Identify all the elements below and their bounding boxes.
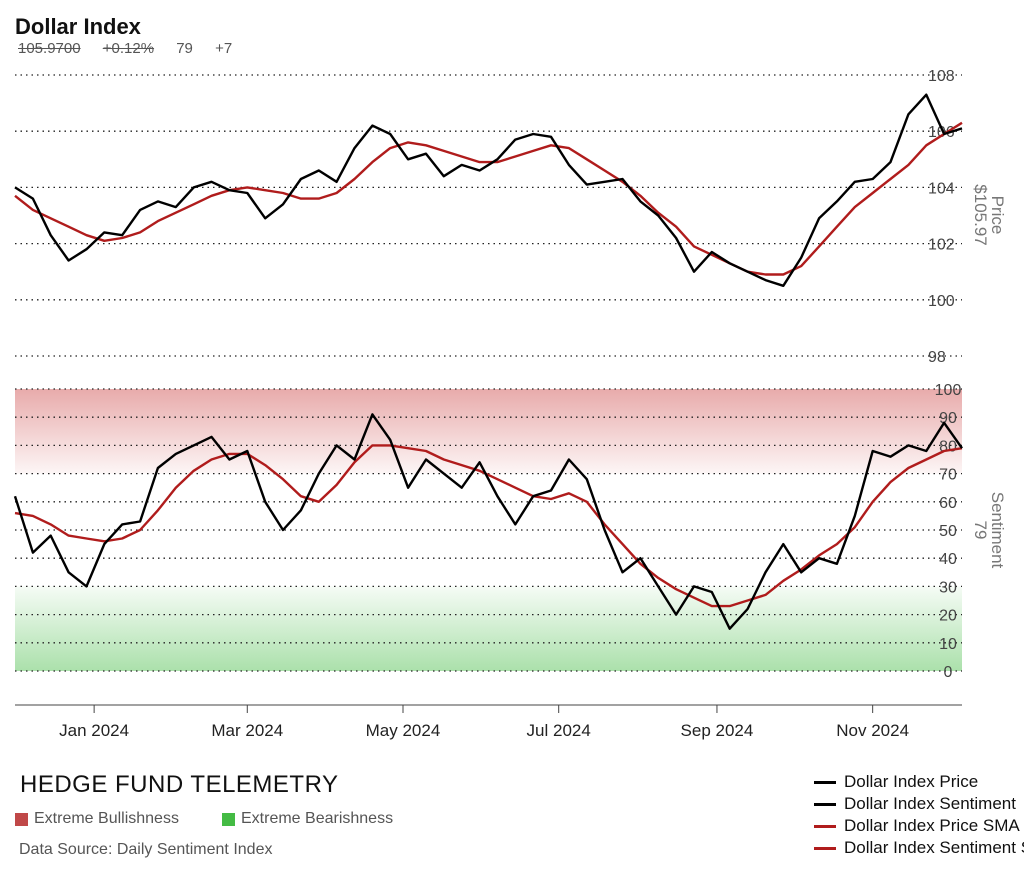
bear-swatch <box>222 812 235 826</box>
legend-line <box>814 780 836 784</box>
sentiment-tick-label: 70 <box>939 467 957 484</box>
price-axis-label: Price <box>988 196 1007 235</box>
sentiment-tick-label: 10 <box>939 636 957 653</box>
legend-label: Dollar Index Price SMA <box>844 816 1020 835</box>
legend-line <box>814 802 836 806</box>
sentiment-tick-label: 20 <box>939 608 957 625</box>
x-tick-label: Jan 2024 <box>59 721 129 740</box>
legend-line <box>814 846 836 850</box>
header-stats: 105.9700 +0.12% 79 +7 <box>18 40 250 57</box>
price-line <box>14 93 963 287</box>
sentiment-tick-label: 40 <box>939 551 957 568</box>
sentiment-line <box>13 413 963 630</box>
price-tick-label: 102 <box>928 237 955 254</box>
header-sentiment-change: +7 <box>215 40 233 57</box>
legend-line <box>814 824 836 828</box>
legend-item-sentiment-sma: Dollar Index Sentiment SMA <box>814 837 1024 859</box>
bull-zone <box>15 389 962 474</box>
legend-item-price: Dollar Index Price <box>814 771 1024 793</box>
price-tick-label: 98 <box>928 349 946 366</box>
price-tick-label: 108 <box>928 68 955 85</box>
header-sentiment: 79 <box>176 40 193 57</box>
price-tick-label: 106 <box>928 124 955 141</box>
price-sma-line <box>14 121 963 276</box>
data-source: Data Source: Daily Sentiment Index <box>19 841 273 858</box>
legend-item-price-sma: Dollar Index Price SMA <box>814 815 1024 837</box>
chart-legend: Dollar Index Price Dollar Index Sentimen… <box>814 771 1024 859</box>
sentiment-axis-label: Sentiment <box>988 492 1007 569</box>
sentiment-tick-label: 100 <box>935 382 962 399</box>
price-tick-label: 100 <box>928 293 955 310</box>
bear-label: Extreme Bearishness <box>241 810 394 827</box>
x-tick-label: May 2024 <box>366 721 441 740</box>
dollar-index-chart: 981001021041061080102030405060708090100J… <box>13 68 1007 740</box>
legend-item-sentiment: Dollar Index Sentiment <box>814 793 1024 815</box>
legend-label: Dollar Index Price <box>844 772 979 791</box>
legend-label: Dollar Index Sentiment <box>844 794 1016 813</box>
price-tick-label: 104 <box>928 180 955 197</box>
sentiment-tick-label: 50 <box>939 523 957 540</box>
sentiment-tick-label: 30 <box>939 579 957 596</box>
x-tick-label: Mar 2024 <box>211 721 283 740</box>
bear-zone <box>15 586 962 671</box>
bull-swatch <box>15 812 28 826</box>
bull-zone-key: Extreme Bullishness <box>15 810 179 828</box>
brand-name: HEDGE FUND TELEMETRY <box>20 771 339 798</box>
chart-title: Dollar Index <box>15 14 141 39</box>
header-change: +0.12% <box>102 40 155 57</box>
sentiment-sma-line <box>14 444 963 608</box>
price-last-value: $105.97 <box>971 184 990 245</box>
x-tick-label: Jul 2024 <box>527 721 591 740</box>
sentiment-tick-label: 0 <box>944 664 953 681</box>
bear-zone-key: Extreme Bearishness <box>222 810 393 828</box>
x-tick-label: Nov 2024 <box>836 721 909 740</box>
sentiment-last-value: 79 <box>971 521 990 540</box>
x-tick-label: Sep 2024 <box>681 721 754 740</box>
header-price: 105.9700 <box>18 40 81 57</box>
bull-label: Extreme Bullishness <box>34 810 179 827</box>
sentiment-tick-label: 60 <box>939 495 957 512</box>
legend-label: Dollar Index Sentiment SMA <box>844 838 1024 857</box>
